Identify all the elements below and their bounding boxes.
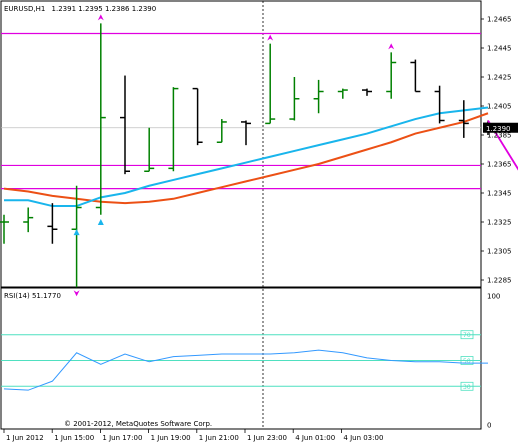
rsi-line [3, 349, 488, 391]
time-tick-label: 1 Jun 19:00 [151, 434, 191, 442]
rsi-level-label: 30 [463, 384, 471, 391]
ohlc-bar [434, 85, 445, 124]
time-axis: 1 Jun 2012 1 Jun 15:00 1 Jun 17:00 1 Jun 19… [3, 429, 383, 442]
ohlc-bar [313, 79, 324, 114]
ohlc-bar [241, 120, 251, 146]
rsi-level-label: 50 [463, 358, 471, 365]
signal-up-arrow [97, 219, 104, 225]
fractal-up-arrow [97, 14, 104, 21]
main-chart-title: EURUSD,H1 1.2391 1.2395 1.2386 1.2390 [4, 5, 156, 13]
ohlc-bar [337, 88, 348, 99]
ohlc-bar [458, 100, 469, 138]
ohlc-bar [410, 59, 421, 93]
ohlc-bar [120, 75, 130, 175]
time-tick-label: 1 Jun 15:00 [54, 434, 94, 442]
ohlc-bar [168, 87, 179, 172]
rsi-panel-frame [0, 287, 482, 430]
main-panel-frame [0, 0, 482, 288]
ohlc-bar [265, 43, 276, 125]
ohlc-bar [192, 87, 203, 146]
ohlc-bar [144, 127, 155, 172]
price-tick-label: 1.2405 [487, 103, 512, 111]
rsi-level-label: 70 [463, 332, 471, 339]
signal-up-arrow [73, 229, 80, 236]
price-tick-label: 1.2345 [487, 190, 512, 198]
rsi-level-tag [460, 330, 474, 340]
price-tick-label: 1.2365 [487, 161, 512, 169]
current-price-marker [483, 122, 518, 133]
fractals [73, 14, 395, 297]
ohlc-bar [362, 88, 372, 96]
price-tick-label: 1.2305 [487, 248, 512, 256]
price-tick-label: 1.2465 [487, 16, 512, 24]
ohlc-bars [0, 23, 493, 288]
ohlc-bar [0, 214, 9, 244]
ohlc-bar [216, 119, 227, 143]
time-tick-label: 4 Jun 01:00 [295, 434, 335, 442]
rsi-series: 70 50 30 [1, 330, 488, 391]
ohlc-bar [71, 185, 82, 288]
ohlc-bar [95, 23, 106, 215]
time-tick-label: 1 Jun 17:00 [102, 434, 142, 442]
ma-slow-line [3, 112, 489, 205]
time-tick-label: 4 Jun 03:00 [343, 434, 383, 442]
copyright-text: © 2001-2012, MetaQuotes Software Corp. [64, 420, 212, 428]
price-tick-label: 1.2325 [487, 219, 512, 227]
forecast-arrow [487, 120, 518, 171]
rsi-tick-label: 0 [487, 422, 491, 430]
rsi-level-tag [460, 381, 474, 391]
ohlc-bar [289, 77, 300, 121]
time-tick-label: 1 Jun 23:00 [247, 434, 287, 442]
price-axis: 1.2465 1.2445 1.2425 1.2405 1.2385 1.2365 1.23… [481, 16, 518, 285]
horizontal-levels [1, 32, 481, 190]
rsi-axis: 100 0 [487, 293, 500, 430]
fractal-up-arrow [267, 34, 274, 41]
price-tick-label: 1.2425 [487, 74, 512, 82]
time-tick-label: 1 Jun 21:00 [199, 434, 239, 442]
ohlc-bar [386, 52, 397, 99]
price-tick-label: 1.2445 [487, 45, 512, 53]
moving-averages [3, 106, 489, 208]
price-tick-label: 1.2285 [487, 277, 512, 285]
ohlc-bar [47, 203, 58, 244]
time-tick-label: 1 Jun 2012 [6, 434, 44, 442]
ohlc-bar [23, 207, 34, 233]
fractal-up-arrow [388, 43, 395, 50]
rsi-level-tag [460, 356, 474, 365]
rsi-title: RSI(14) 51.1770 [4, 292, 61, 300]
ma-fast-line [4, 106, 489, 208]
rsi-tick-label: 100 [487, 293, 500, 301]
current-price-label: 1.2390 [486, 125, 511, 133]
fractal-down-arrow [73, 290, 80, 297]
price-tick-label: 1.2385 [487, 132, 512, 140]
forecast-path [487, 120, 518, 171]
